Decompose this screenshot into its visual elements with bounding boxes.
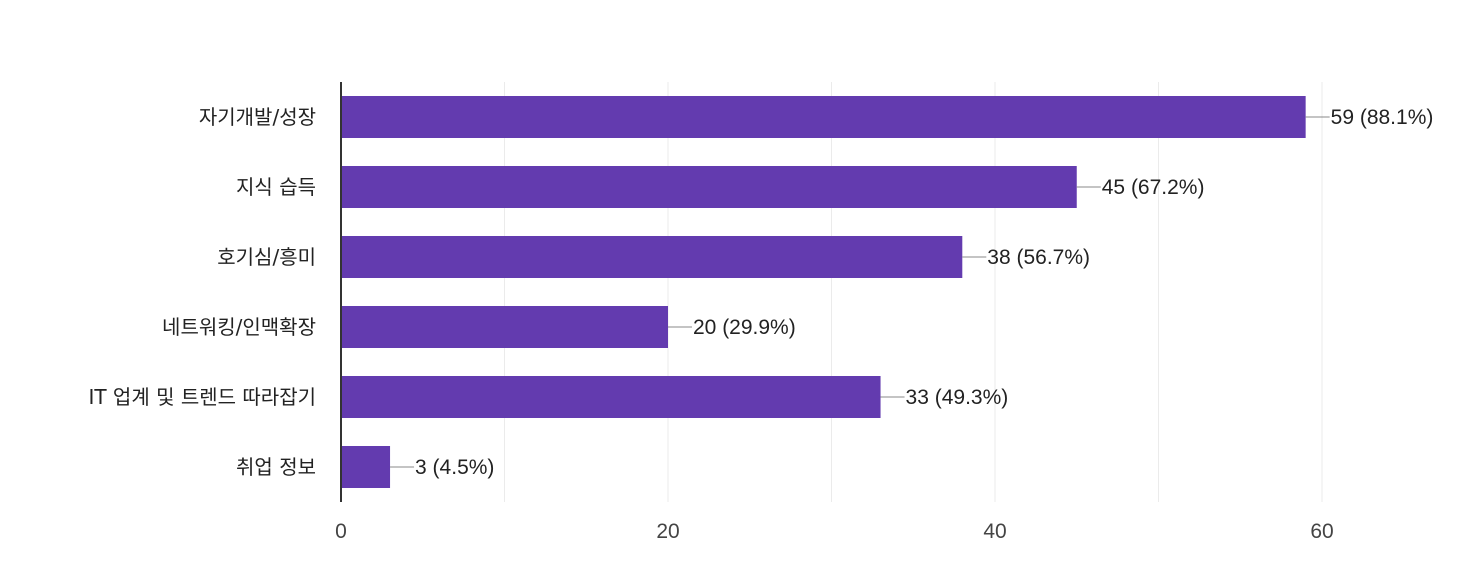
x-tick-label: 40 [983, 520, 1006, 543]
data-label: 33 (49.3%) [906, 386, 1009, 409]
x-tick-label: 60 [1310, 520, 1333, 543]
data-label: 38 (56.7%) [987, 246, 1090, 269]
bar [342, 236, 963, 278]
bar [342, 376, 881, 418]
data-label: 20 (29.9%) [693, 316, 796, 339]
x-tick-label: 0 [335, 520, 347, 543]
category-label: 취업 정보 [236, 455, 316, 479]
category-label: 지식 습득 [236, 175, 316, 199]
category-label: 네트워킹/인맥확장 [162, 315, 316, 339]
bar [342, 306, 668, 348]
data-label: 45 (67.2%) [1102, 176, 1205, 199]
bar [342, 96, 1306, 138]
x-tick-label: 20 [656, 520, 679, 543]
data-label: 3 (4.5%) [415, 456, 494, 479]
bar [342, 166, 1077, 208]
category-label: 호기심/흥미 [217, 245, 316, 269]
bar [342, 446, 391, 488]
data-label: 59 (88.1%) [1331, 106, 1434, 129]
category-label: 자기개발/성장 [199, 105, 316, 129]
category-label: IT 업계 및 트렌드 따라잡기 [88, 385, 316, 409]
